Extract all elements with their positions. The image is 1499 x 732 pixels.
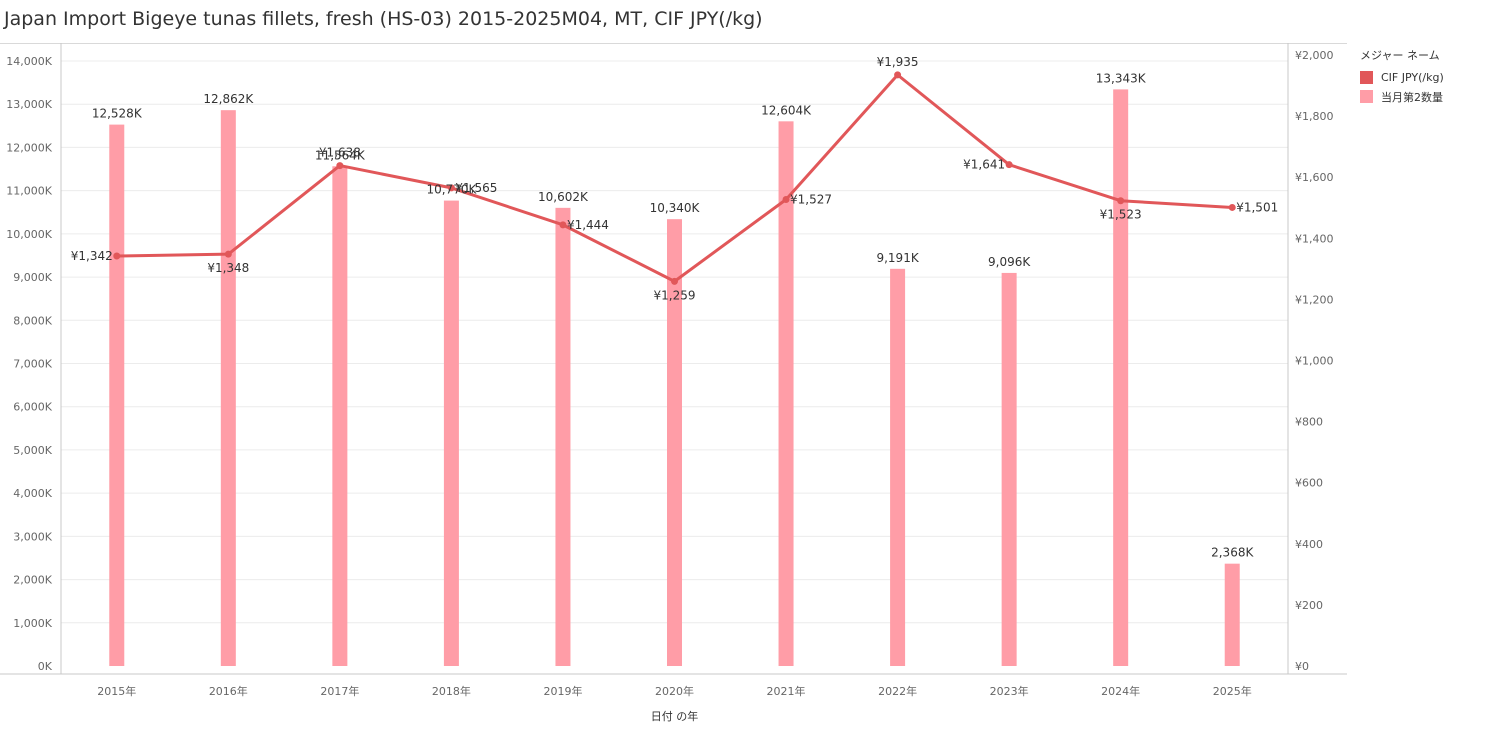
title-divider [0,43,1347,44]
bar-data-label: 12,862K [203,92,254,106]
y-left-tick-label: 3,000K [13,530,52,543]
legend-label-line: CIF JPY(/kg) [1381,71,1444,84]
y-left-tick-label: 6,000K [13,401,52,414]
y-right-tick-label: ¥0 [1295,660,1309,673]
y-right-tick-label: ¥800 [1295,416,1323,429]
line-data-label: ¥1,565 [455,181,497,195]
x-tick-label: 2018年 [432,684,471,698]
y-right-tick-label: ¥400 [1295,538,1323,551]
bar-data-label: 11,564K [315,148,366,162]
line-data-label: ¥1,342 [71,249,113,263]
y-left-tick-label: 12,000K [6,141,52,154]
x-tick-label: 2023年 [990,684,1029,698]
y-right-tick-label: ¥1,000 [1295,355,1334,368]
y-right-tick-label: ¥200 [1295,599,1323,612]
y-right-tick-label: ¥1,400 [1295,232,1334,245]
x-axis-title: 日付 の年 [651,709,699,723]
bar [555,207,571,666]
line-point [113,252,121,260]
y-right-tick-label: ¥1,800 [1295,110,1334,123]
line-point [559,221,567,229]
bar [109,124,125,666]
x-tick-label: 2019年 [543,684,582,698]
legend-swatch-line [1360,71,1373,84]
bar [332,166,348,666]
bar-data-label: 12,528K [92,107,143,121]
line-point [894,71,902,79]
y-left-tick-label: 9,000K [13,271,52,284]
y-left-tick-label: 14,000K [6,55,52,68]
y-left-tick-label: 2,000K [13,574,52,587]
legend: メジャー ネーム CIF JPY(/kg) 当月第2数量 [1360,47,1444,106]
line-point [447,184,455,192]
line-data-label: ¥1,259 [654,288,696,302]
line-point [1005,161,1013,169]
bar-data-label: 10,340K [650,201,701,215]
bar [778,121,794,666]
bar-data-label: 2,368K [1211,546,1254,560]
y-right-tick-label: ¥2,000 [1295,49,1334,62]
bar-data-label: 9,191K [876,251,919,265]
bar-data-label: 9,096K [988,255,1031,269]
bar-data-label: 10,770K [426,183,477,197]
x-tick-label: 2025年 [1213,684,1252,698]
y-right-tick-label: ¥1,600 [1295,171,1334,184]
line-point [671,277,678,285]
bar [1224,563,1240,666]
y-left-tick-label: 8,000K [13,314,52,327]
line-data-label: ¥1,523 [1100,208,1142,222]
x-tick-label: 2024年 [1101,684,1140,698]
bar [890,268,906,666]
y-right-tick-label: ¥1,200 [1295,293,1334,306]
legend-swatch-bar [1360,90,1373,103]
bar [1113,89,1129,666]
y-left-tick-label: 7,000K [13,358,52,371]
line-data-label: ¥1,444 [567,218,609,232]
legend-title: メジャー ネーム [1360,49,1440,62]
x-tick-label: 2021年 [767,684,806,698]
bar [443,200,459,666]
line-data-label: ¥1,935 [877,55,919,69]
line-point [782,196,790,204]
bar [220,110,236,666]
x-tick-label: 2016年 [209,684,248,698]
x-tick-label: 2017年 [320,684,359,698]
bar [667,219,682,666]
legend-label-bar: 当月第2数量 [1381,90,1443,104]
x-tick-label: 2020年 [655,684,694,698]
line-point [1228,203,1236,211]
line-data-label: ¥1,501 [1236,200,1278,214]
y-left-tick-label: 0K [38,660,53,673]
line-data-label: ¥1,641 [963,158,1005,172]
line-data-label: ¥1,348 [207,261,249,275]
legend-item-line[interactable]: CIF JPY(/kg) [1360,68,1444,87]
line-point [336,162,344,170]
bar-data-label: 10,602K [538,190,589,204]
line-point [1117,197,1125,205]
x-tick-label: 2022年 [878,684,917,698]
bar [1001,272,1017,666]
line-data-label: ¥1,527 [790,193,832,207]
y-left-tick-label: 11,000K [6,185,52,198]
bar-data-label: 13,343K [1096,71,1147,85]
x-tick-label: 2015年 [97,684,136,698]
y-left-tick-label: 5,000K [13,444,52,457]
y-left-tick-label: 13,000K [6,98,52,111]
line-point [224,250,232,258]
y-left-tick-label: 10,000K [6,228,52,241]
legend-item-bar[interactable]: 当月第2数量 [1360,87,1444,106]
line-data-label: ¥1,638 [319,146,361,160]
y-right-tick-label: ¥600 [1295,477,1323,490]
bar-data-label: 12,604K [761,103,812,117]
y-left-tick-label: 4,000K [13,487,52,500]
y-left-tick-label: 1,000K [13,617,52,630]
chart-title: Japan Import Bigeye tunas fillets, fresh… [4,8,763,30]
